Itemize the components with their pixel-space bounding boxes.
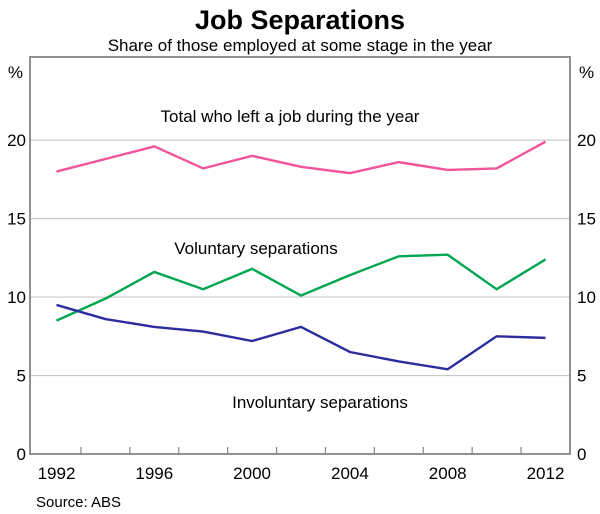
y-axis-unit-right: % [579,63,594,82]
y-tick-label-left-15: 15 [7,210,26,229]
chart-title: Job Separations [195,5,405,35]
chart-subtitle: Share of those employed at some stage in… [108,36,493,55]
x-tick-label-1992: 1992 [38,464,76,483]
series-annotation-2: Involuntary separations [232,393,408,412]
series-annotation-0: Total who left a job during the year [161,107,420,126]
y-axis-unit-left: % [8,63,23,82]
x-tick-label-2000: 2000 [233,464,271,483]
series-line-0 [56,140,547,175]
y-tick-label-right-5: 5 [577,367,586,386]
y-tick-label-left-0: 0 [17,445,26,464]
x-tick-label-2012: 2012 [527,464,565,483]
x-tick-label-2008: 2008 [429,464,467,483]
y-tick-label-left-5: 5 [17,367,26,386]
y-tick-label-right-0: 0 [577,445,586,464]
x-tick-label-1996: 1996 [135,464,173,483]
x-tick-label-2004: 2004 [331,464,369,483]
series-annotation-1: Voluntary separations [174,239,338,258]
series-line-1 [56,253,547,322]
y-tick-label-right-15: 15 [577,210,596,229]
series-line-2 [56,303,546,371]
source-note: Source: ABS [36,494,121,511]
y-tick-label-left-10: 10 [7,288,26,307]
y-tick-label-right-20: 20 [577,131,596,150]
y-tick-label-left-20: 20 [7,131,26,150]
plot-border [29,56,571,455]
y-tick-label-right-10: 10 [577,288,596,307]
